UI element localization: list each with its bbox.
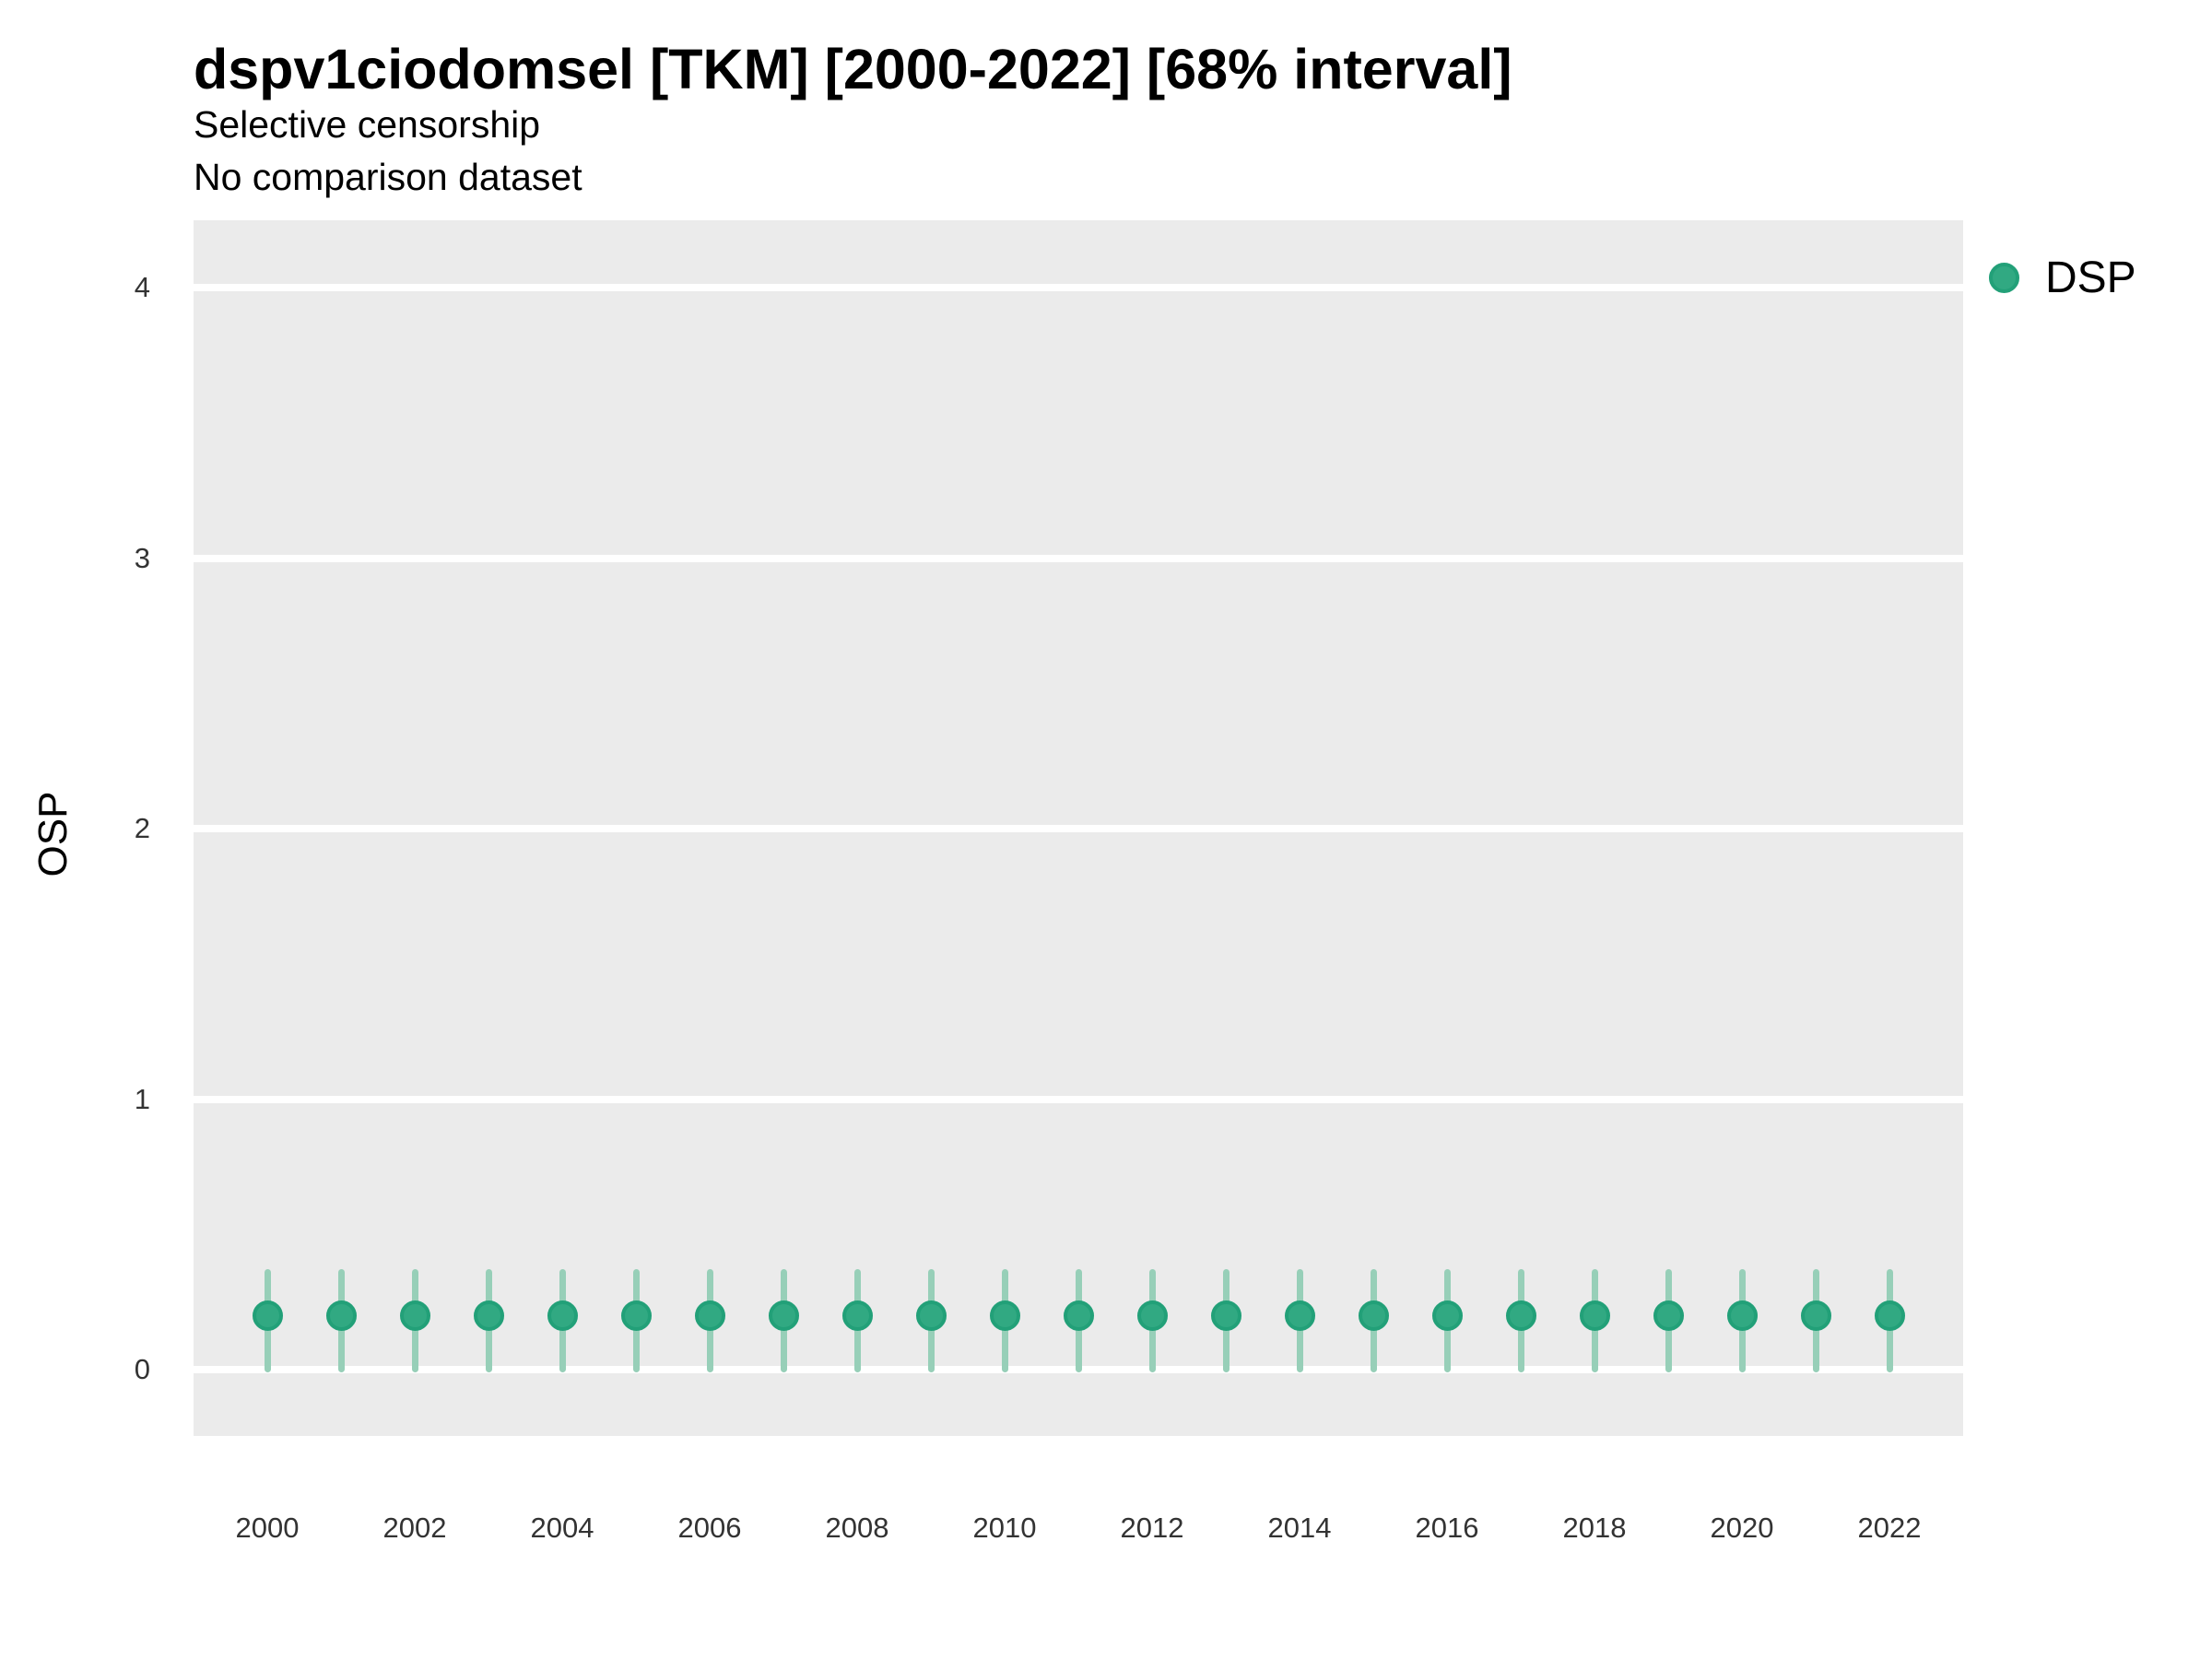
x-tick-label-2012: 2012 <box>1120 1512 1184 1544</box>
point-2013 <box>1210 1300 1241 1331</box>
gridline-y-3 <box>194 554 1963 562</box>
point-2022 <box>1874 1300 1905 1331</box>
point-2002 <box>399 1300 430 1331</box>
y-tick-label-2: 2 <box>134 812 150 844</box>
gridline-y-1 <box>194 1095 1963 1103</box>
x-tick-label-2010: 2010 <box>972 1512 1037 1544</box>
point-2006 <box>694 1300 725 1331</box>
x-tick-label-2016: 2016 <box>1415 1512 1479 1544</box>
point-2009 <box>915 1300 947 1331</box>
y-tick-label-4: 4 <box>134 271 150 303</box>
legend-key-dot <box>1989 262 2019 293</box>
point-2021 <box>1800 1300 1831 1331</box>
point-2014 <box>1284 1300 1315 1331</box>
gridline-y-4 <box>194 284 1963 291</box>
x-tick-label-2018: 2018 <box>1562 1512 1627 1544</box>
x-tick-label-2000: 2000 <box>235 1512 300 1544</box>
x-tick-label-2006: 2006 <box>677 1512 742 1544</box>
x-tick-label-2004: 2004 <box>530 1512 594 1544</box>
point-2001 <box>325 1300 357 1331</box>
point-2017 <box>1505 1300 1536 1331</box>
point-2018 <box>1579 1300 1610 1331</box>
point-2008 <box>841 1300 873 1331</box>
legend: DSP <box>1989 251 2136 304</box>
y-tick-label-3: 3 <box>134 541 150 574</box>
point-2016 <box>1431 1300 1463 1331</box>
x-tick-label-2002: 2002 <box>382 1512 447 1544</box>
y-tick-label-0: 0 <box>134 1353 150 1385</box>
chart-subtitle: Selective censorship <box>194 103 541 146</box>
chart-title: dspv1ciodomsel [TKM] [2000-2022] [68% in… <box>194 38 1512 100</box>
x-tick-label-2020: 2020 <box>1710 1512 1774 1544</box>
point-2010 <box>989 1300 1020 1331</box>
gridline-y-2 <box>194 825 1963 832</box>
legend-label: DSP <box>2045 253 2136 302</box>
point-2004 <box>547 1300 578 1331</box>
point-2007 <box>768 1300 799 1331</box>
x-tick-label-2008: 2008 <box>825 1512 889 1544</box>
x-tick-label-2022: 2022 <box>1857 1512 1922 1544</box>
chart-note: No comparison dataset <box>194 156 582 198</box>
y-tick-label-1: 1 <box>134 1082 150 1115</box>
plot-panel <box>194 220 1963 1436</box>
point-2003 <box>473 1300 504 1331</box>
point-2019 <box>1653 1300 1684 1331</box>
point-2015 <box>1358 1300 1389 1331</box>
x-tick-label-2014: 2014 <box>1267 1512 1332 1544</box>
point-2012 <box>1136 1300 1168 1331</box>
point-2005 <box>620 1300 652 1331</box>
point-2011 <box>1063 1300 1094 1331</box>
point-2000 <box>252 1300 283 1331</box>
point-2020 <box>1726 1300 1758 1331</box>
